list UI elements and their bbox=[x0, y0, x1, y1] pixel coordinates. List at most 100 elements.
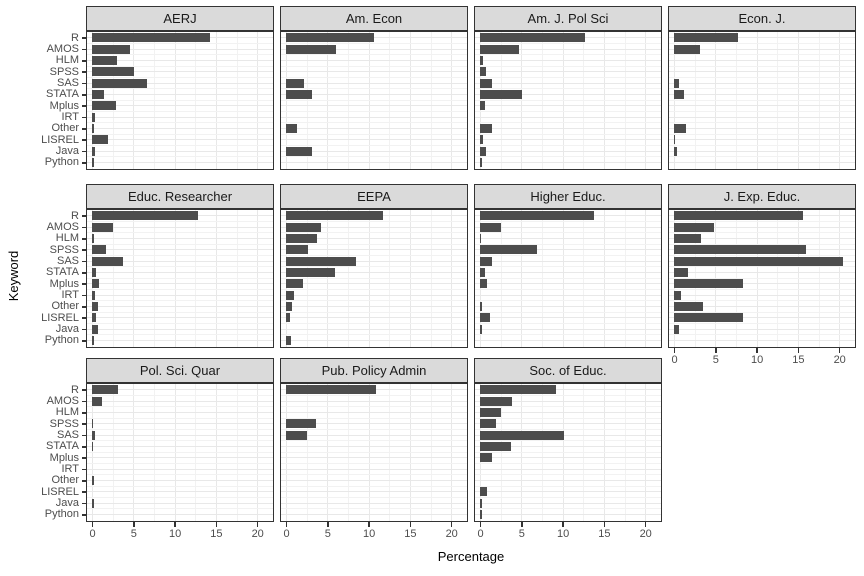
y-tick-mark bbox=[81, 48, 86, 51]
bar bbox=[480, 279, 487, 289]
gridline-minor-v bbox=[112, 32, 114, 169]
gridline-major-h bbox=[475, 283, 661, 285]
x-tick-mark bbox=[256, 522, 259, 527]
y-tick-label: AMOS bbox=[46, 43, 79, 55]
bar bbox=[480, 146, 486, 156]
gridline-major-h bbox=[87, 457, 273, 459]
bar bbox=[480, 419, 496, 429]
x-tick-mark bbox=[562, 522, 564, 527]
gridline-minor-h bbox=[475, 474, 661, 476]
gridline-minor-h bbox=[475, 65, 661, 67]
bar bbox=[286, 301, 292, 311]
bar bbox=[480, 396, 513, 406]
gridline-minor-v bbox=[735, 210, 737, 347]
bar bbox=[92, 313, 97, 323]
gridline-minor-h bbox=[475, 406, 661, 408]
gridline-major-v bbox=[480, 32, 481, 169]
bar bbox=[480, 441, 512, 451]
bar bbox=[674, 33, 738, 43]
facet-title: EEPA bbox=[357, 189, 391, 204]
gridline-major-h bbox=[669, 226, 855, 228]
gridline-minor-h bbox=[475, 508, 661, 510]
gridline-minor-v bbox=[624, 32, 626, 169]
gridline-major-v bbox=[286, 32, 287, 169]
gridline-minor-h bbox=[87, 122, 273, 124]
y-tick-label: SPSS bbox=[49, 243, 79, 256]
gridline-minor-h bbox=[475, 88, 661, 90]
y-tick-mark bbox=[81, 238, 86, 240]
facet-title: Econ. J. bbox=[738, 11, 786, 26]
bar bbox=[286, 267, 335, 277]
gridline-minor-h bbox=[669, 334, 855, 336]
gridline-major-v bbox=[562, 32, 564, 169]
gridline-minor-h bbox=[87, 496, 273, 498]
gridline-major-v bbox=[92, 384, 93, 521]
facet-strip: J. Exp. Educ. bbox=[668, 184, 856, 209]
gridline-major-v bbox=[174, 384, 176, 521]
gridline-major-h bbox=[475, 491, 661, 493]
bar bbox=[480, 44, 519, 54]
bar bbox=[92, 279, 99, 289]
x-tick-label: 10 bbox=[362, 528, 376, 540]
y-tick-label: Java bbox=[55, 497, 79, 509]
y-tick-label: R bbox=[71, 383, 79, 396]
x-tick-label: 5 bbox=[324, 528, 331, 540]
gridline-minor-h bbox=[87, 428, 273, 430]
gridline-major-h bbox=[87, 423, 273, 425]
gridline-major-h bbox=[475, 513, 661, 515]
bar bbox=[480, 123, 493, 133]
bar bbox=[92, 430, 96, 440]
y-tick-label: Mplus bbox=[49, 99, 79, 112]
gridline-minor-h bbox=[87, 277, 273, 279]
gridline-minor-h bbox=[475, 232, 661, 234]
x-tick-label: 0 bbox=[477, 528, 484, 540]
facet-panel bbox=[280, 383, 468, 522]
gridline-minor-h bbox=[475, 311, 661, 313]
gridline-major-h bbox=[281, 328, 467, 330]
gridline-minor-h bbox=[87, 334, 273, 336]
gridline-major-h bbox=[281, 513, 467, 515]
y-tick-mark bbox=[81, 283, 86, 285]
bar bbox=[92, 335, 94, 345]
bar bbox=[480, 33, 585, 43]
bar bbox=[480, 407, 502, 417]
bar bbox=[286, 44, 337, 54]
y-tick-mark bbox=[81, 389, 86, 391]
x-tick-label: 5 bbox=[130, 528, 137, 540]
bar bbox=[286, 233, 317, 243]
gridline-major-h bbox=[87, 226, 273, 228]
bar bbox=[92, 256, 124, 266]
gridline-minor-v bbox=[306, 210, 308, 347]
y-tick-label: STATA bbox=[46, 88, 79, 101]
gridline-major-h bbox=[281, 411, 467, 413]
gridline-minor-v bbox=[541, 384, 543, 521]
y-tick-mark bbox=[81, 249, 86, 251]
gridline-minor-h bbox=[87, 440, 273, 442]
gridline-minor-h bbox=[281, 144, 467, 146]
facet-title: AERJ bbox=[163, 11, 197, 26]
gridline-major-v bbox=[257, 210, 259, 347]
gridline-minor-h bbox=[281, 496, 467, 498]
gridline-minor-h bbox=[281, 322, 467, 324]
gridline-minor-h bbox=[87, 254, 273, 256]
gridline-major-h bbox=[281, 468, 467, 470]
x-tick-label: 15 bbox=[404, 528, 417, 540]
gridline-minor-h bbox=[87, 42, 273, 44]
facet-panel bbox=[668, 209, 856, 348]
gridline-major-h bbox=[475, 59, 661, 61]
gridline-major-h bbox=[475, 105, 661, 107]
gridline-minor-h bbox=[475, 266, 661, 268]
bar bbox=[480, 211, 594, 221]
y-tick-label: Python bbox=[44, 334, 79, 347]
facet-strip: Econ. J. bbox=[668, 6, 856, 31]
gridline-major-v bbox=[797, 210, 799, 347]
gridline-minor-h bbox=[87, 406, 273, 408]
y-tick-label: HLM bbox=[55, 406, 79, 419]
bar bbox=[480, 78, 493, 88]
gridline-major-h bbox=[475, 445, 661, 447]
gridline-major-v bbox=[133, 384, 135, 521]
y-tick-mark bbox=[81, 340, 86, 342]
gridline-major-v bbox=[756, 32, 758, 169]
facet-panel bbox=[280, 31, 468, 170]
